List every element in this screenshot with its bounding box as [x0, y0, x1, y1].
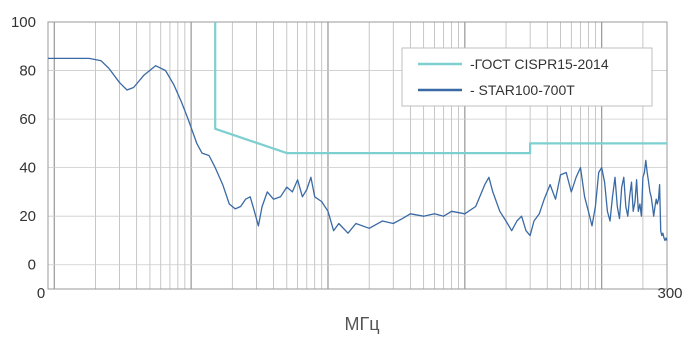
legend-label-limit: -ГОСТ CISPR15-2014	[470, 56, 609, 72]
y-tick-label: 60	[19, 111, 36, 128]
x-tick-label-max: 300	[657, 285, 682, 302]
y-tick-label: 0	[28, 257, 36, 274]
legend-label-measurement: - STAR100-700T	[470, 82, 575, 98]
legend: -ГОСТ CISPR15-2014 - STAR100-700T	[401, 47, 653, 107]
y-tick-label: 20	[19, 208, 36, 225]
series-line-measurement	[48, 57, 668, 242]
y-tick-label: 80	[19, 63, 36, 80]
y-axis-ticks: 100 80 60 40 20 0	[11, 14, 36, 274]
series-line-limit	[214, 22, 667, 155]
x-tick-label-min: 0	[37, 285, 45, 302]
y-tick-label: 40	[19, 160, 36, 177]
x-axis-label: МГц	[344, 314, 379, 334]
plot-frame	[47, 21, 668, 290]
y-tick-label: 100	[11, 14, 36, 31]
series-layer	[48, 22, 668, 242]
legend-box	[401, 47, 653, 107]
